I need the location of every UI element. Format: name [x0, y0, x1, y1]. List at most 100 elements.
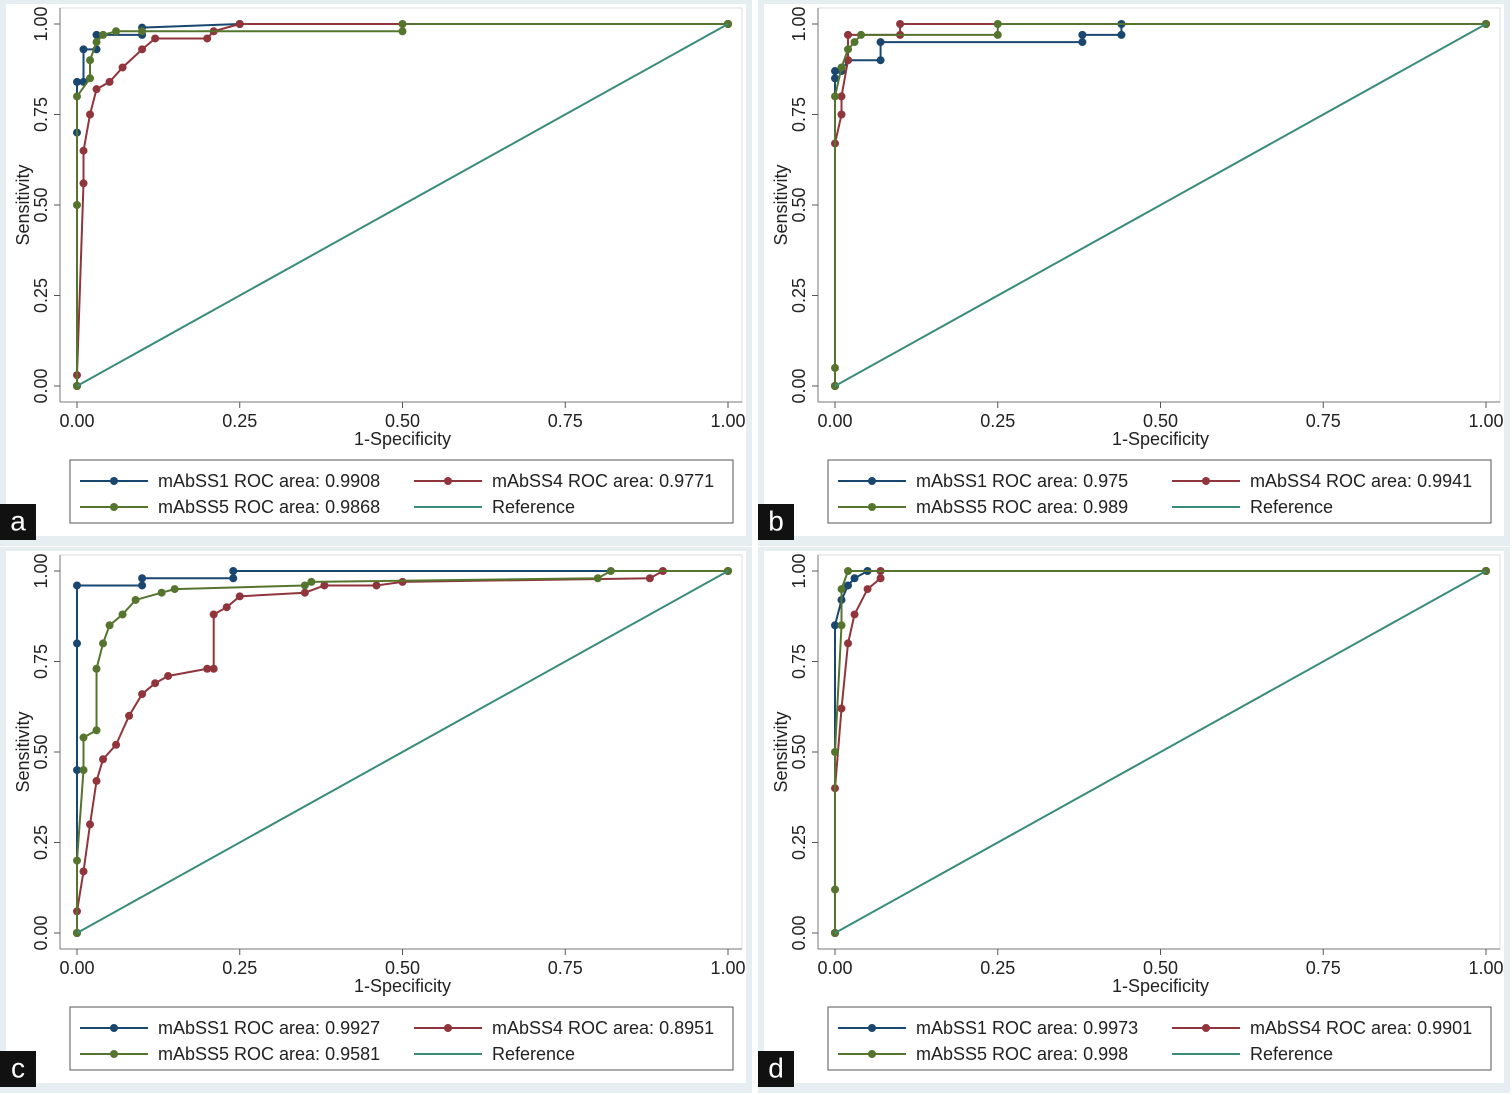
legend-marker — [110, 1024, 118, 1032]
roc-line — [834, 23, 1487, 387]
roc-point — [831, 885, 839, 894]
roc-point — [86, 74, 95, 83]
y-tick-label: 1.00 — [31, 6, 51, 41]
roc-point — [372, 581, 381, 590]
roc-point — [837, 110, 846, 119]
y-tick-label: 0.75 — [789, 97, 809, 132]
roc-point — [844, 567, 853, 575]
roc-point — [73, 77, 81, 86]
roc-point — [73, 201, 81, 209]
roc-point — [105, 621, 114, 630]
x-tick-label: 0.25 — [222, 958, 257, 978]
roc-point — [138, 690, 147, 699]
roc-point — [307, 577, 316, 586]
panel-label-box — [0, 1051, 36, 1087]
roc-point — [844, 30, 853, 39]
roc-point — [138, 45, 147, 54]
x-tick-label: 0.00 — [817, 411, 852, 431]
roc-point — [79, 766, 88, 775]
roc-point — [209, 610, 218, 619]
y-tick-label: 0.50 — [31, 734, 51, 769]
roc-point — [876, 574, 885, 583]
y-tick-label: 0.25 — [789, 825, 809, 860]
legend-label: mAbSS4 ROC area: 0.9771 — [492, 471, 714, 491]
y-tick-label: 0.00 — [789, 368, 809, 403]
x-tick-label: 0.00 — [59, 411, 94, 431]
roc-point — [92, 726, 101, 735]
roc-point — [209, 664, 218, 673]
legend-label: mAbSS4 ROC area: 0.9901 — [1250, 1018, 1472, 1038]
roc-point — [850, 574, 859, 583]
roc-point — [86, 56, 95, 65]
roc-point — [203, 664, 212, 673]
roc-point — [99, 30, 108, 39]
panel-label: a — [10, 505, 26, 536]
roc-point — [844, 639, 853, 648]
legend-box — [827, 1006, 1492, 1071]
roc-point — [837, 585, 846, 594]
roc-point — [138, 27, 147, 36]
roc-point — [92, 30, 101, 39]
roc-point — [857, 30, 866, 39]
y-axis-title: Sensitivity — [13, 711, 33, 792]
legend-marker — [1202, 477, 1210, 485]
roc-point — [837, 621, 846, 630]
roc-point — [863, 585, 872, 594]
roc-line — [834, 570, 1487, 934]
roc-point — [73, 581, 81, 590]
roc-point — [876, 56, 885, 65]
legend-label: mAbSS1 ROC area: 0.9973 — [916, 1018, 1138, 1038]
roc-point — [92, 85, 101, 94]
x-tick-label: 0.75 — [548, 411, 583, 431]
y-tick-label: 1.00 — [789, 6, 809, 41]
roc-line — [76, 570, 729, 934]
legend-label: Reference — [1250, 497, 1333, 517]
legend-marker — [110, 503, 118, 511]
x-tick-label: 1.00 — [1468, 958, 1503, 978]
panel-label: d — [768, 1052, 784, 1083]
roc-point — [118, 63, 127, 72]
roc-point — [73, 92, 81, 101]
roc-point — [92, 664, 101, 673]
legend-marker — [444, 1024, 452, 1032]
legend-label: mAbSS1 ROC area: 0.9908 — [158, 471, 380, 491]
x-tick-label: 1.00 — [710, 958, 745, 978]
roc-point — [73, 766, 81, 775]
roc-point — [831, 67, 839, 76]
roc-point — [99, 755, 108, 764]
legend-label: Reference — [492, 1044, 575, 1064]
roc-point — [151, 679, 160, 688]
roc-point — [831, 621, 839, 630]
y-tick-label: 0.25 — [31, 825, 51, 860]
roc-point — [125, 711, 134, 720]
y-tick-label: 0.75 — [789, 644, 809, 679]
x-axis-title: 1-Specificity — [1112, 976, 1209, 996]
roc-point — [1117, 30, 1126, 39]
roc-point — [138, 581, 147, 590]
panel-label-box — [758, 504, 794, 540]
legend-marker — [868, 477, 876, 485]
legend-marker — [868, 503, 876, 511]
roc-point — [170, 585, 179, 594]
roc-point — [993, 20, 1002, 28]
x-tick-label: 0.50 — [1143, 411, 1178, 431]
roc-point — [831, 748, 839, 756]
y-tick-label: 0.25 — [789, 278, 809, 313]
roc-point — [79, 179, 88, 188]
roc-point — [844, 45, 853, 54]
roc-point — [79, 733, 88, 742]
x-tick-label: 1.00 — [1468, 411, 1503, 431]
legend-marker — [1202, 1024, 1210, 1032]
roc-point — [112, 740, 121, 749]
legend-label: Reference — [492, 497, 575, 517]
panel-label: c — [11, 1052, 25, 1083]
roc-point — [79, 146, 88, 155]
roc-point — [1078, 38, 1087, 47]
y-axis-title: Sensitivity — [771, 164, 791, 245]
roc-point — [105, 77, 114, 86]
panel-label-box — [758, 1051, 794, 1087]
roc-point — [850, 610, 859, 619]
x-tick-label: 0.25 — [222, 411, 257, 431]
legend-label: mAbSS4 ROC area: 0.9941 — [1250, 471, 1472, 491]
legend-label: mAbSS5 ROC area: 0.998 — [916, 1044, 1128, 1064]
